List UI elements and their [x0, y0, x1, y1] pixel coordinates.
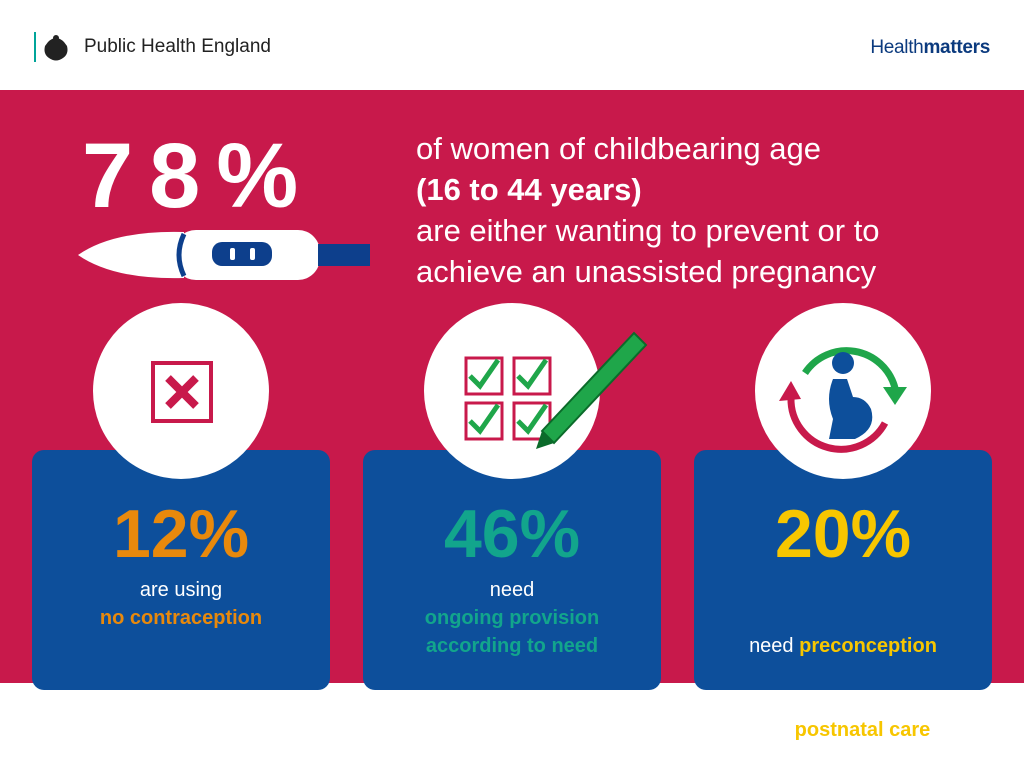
card-figure: 46% [443, 496, 581, 572]
text: are using [139, 579, 223, 601]
card-text: need preconception and postnatal care [694, 576, 992, 772]
text: need [749, 635, 800, 657]
pregnancy-test-icon [78, 230, 370, 280]
card-figure: 20% [774, 496, 912, 572]
card [694, 450, 992, 690]
pregnancy-cycle-icon [779, 347, 907, 453]
text: and [755, 719, 795, 741]
text-line: no contraception [32, 604, 330, 632]
cross-box-icon [151, 361, 213, 423]
headline-figure: 78% [82, 125, 315, 227]
headline-text: of women of childbearing age (16 to 44 ye… [416, 128, 880, 292]
brand-regular: Health [870, 37, 924, 58]
card-text: need ongoing provision according to need [363, 576, 661, 660]
text-line: according to need [363, 632, 661, 660]
crest-logo [34, 32, 68, 62]
page: Public Health England Healthmatters 78% … [0, 0, 1024, 741]
headline-line: achieve an unassisted pregnancy [416, 254, 877, 289]
highlight: ongoing provision [424, 607, 600, 629]
highlight: no contraception [99, 607, 263, 629]
text-line: need preconception [694, 632, 992, 660]
headline-line: are either wanting to prevent or to [416, 213, 880, 248]
checklist-icon [464, 331, 648, 449]
text-line: need [363, 576, 661, 604]
text-line: are using [32, 576, 330, 604]
header: Public Health England Healthmatters [0, 0, 1024, 90]
brand: Healthmatters [870, 37, 990, 59]
headline-line: of women of childbearing age [416, 131, 821, 166]
card-figure: 12% [112, 496, 250, 572]
text-line: and postnatal care [694, 716, 992, 744]
brand-bold: matters [923, 37, 990, 58]
highlight: postnatal care [794, 719, 931, 741]
organisation: Public Health England [84, 36, 271, 57]
text: need [489, 579, 535, 601]
card [32, 450, 330, 690]
icon-circle [424, 303, 648, 479]
card [363, 450, 661, 690]
highlight: preconception [799, 635, 937, 657]
text-line: ongoing provision [363, 604, 661, 632]
icon-circle [93, 303, 269, 479]
card-text: are using no contraception [32, 576, 330, 632]
highlight: according to need [425, 635, 599, 657]
icon-circle [755, 303, 931, 479]
headline-line: (16 to 44 years) [416, 172, 642, 207]
